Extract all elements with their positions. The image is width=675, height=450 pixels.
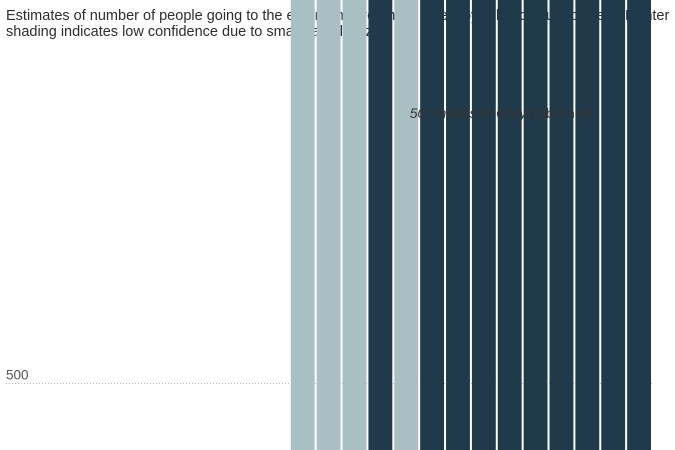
y-tick-label: 500 [6,368,29,383]
bar [394,0,419,450]
bar [420,0,445,450]
bar-layer [290,0,651,450]
bar [368,0,393,450]
bar [523,0,548,450]
bar [446,0,470,450]
bar [549,0,574,450]
bar [316,0,341,450]
bar [342,0,367,450]
bar [471,0,496,450]
bar [627,0,651,450]
annotation-italic-text: 50 Shades of Grey [410,105,528,121]
grid-layer: 5001,0001,5002,0002,500 [6,368,652,384]
annotation-text: published [526,105,590,121]
bar [575,0,600,450]
annotation-label: 50 Shades of Grey published [410,105,591,121]
bar [290,0,315,450]
bar [497,0,522,450]
bar [601,0,626,450]
annotation-layer: 50 Shades of Grey published [410,0,591,122]
subtitle-line-2: shading indicates low confidence due to … [6,24,385,40]
